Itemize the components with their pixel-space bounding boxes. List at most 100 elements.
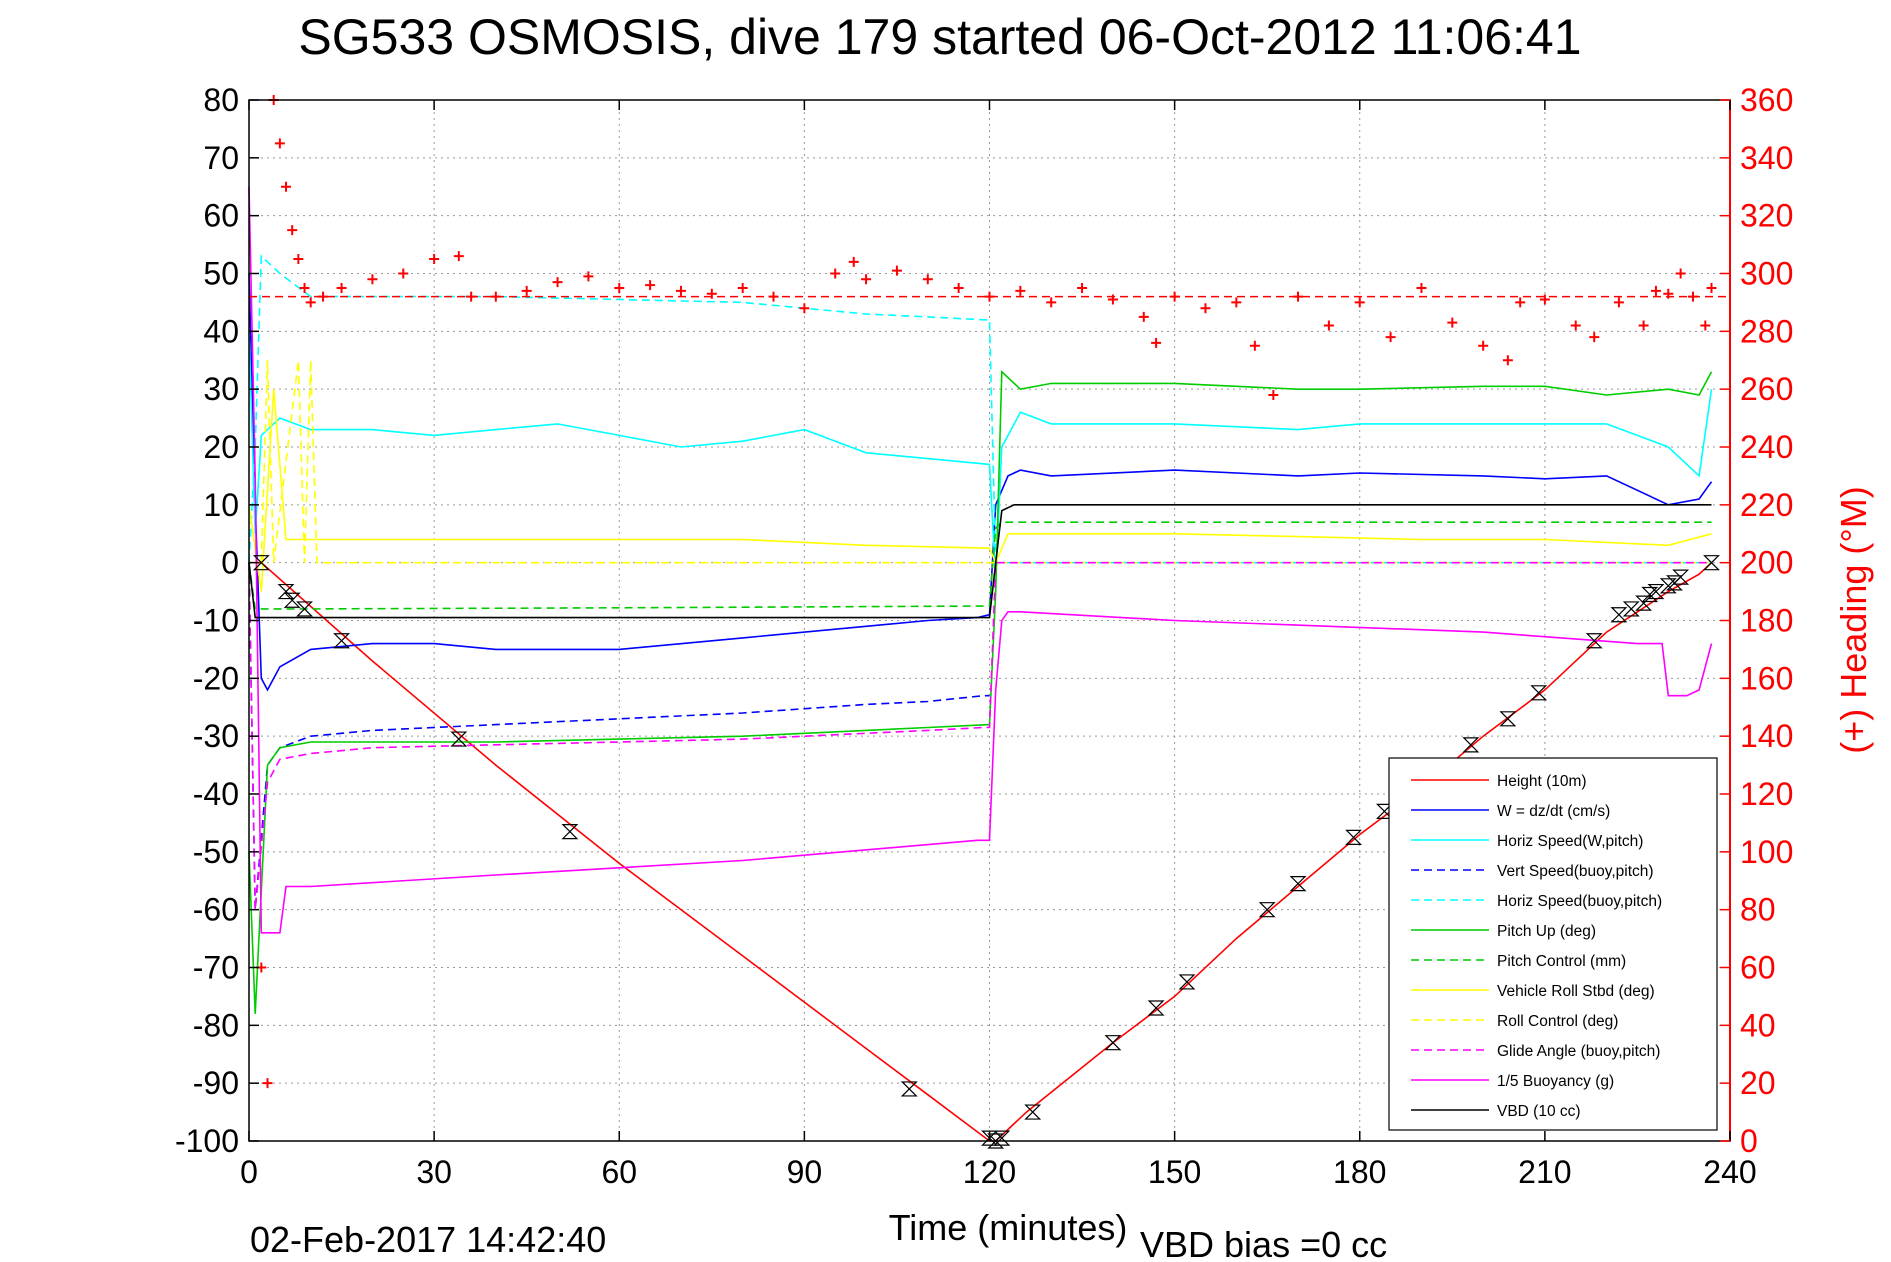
heading-point (645, 280, 656, 291)
heading-point (490, 291, 501, 302)
right-tick-label: 120 (1740, 776, 1793, 812)
heading-point (274, 138, 285, 149)
heading-point (848, 256, 859, 267)
heading-point (1268, 389, 1279, 400)
heading-point (1613, 297, 1624, 308)
heading-point (861, 274, 872, 285)
right-tick-label: 60 (1740, 950, 1776, 986)
sample-marker (1499, 711, 1517, 727)
sample-marker (450, 731, 468, 747)
y-tick-label: 20 (203, 429, 239, 465)
legend-label: Height (10m) (1497, 773, 1587, 790)
right-tick-label: 240 (1740, 429, 1793, 465)
heading-point (281, 181, 292, 192)
heading-point (1502, 355, 1513, 366)
sample-marker (1375, 803, 1393, 819)
y-tick-label: -10 (193, 603, 239, 639)
y-tick-label: 70 (203, 140, 239, 176)
sample-marker (1345, 829, 1363, 845)
sample-marker (333, 633, 351, 649)
heading-point (1077, 282, 1088, 293)
y-tick-label: 60 (203, 198, 239, 234)
heading-point (398, 268, 409, 279)
y-axis-ticks: 80 70 60 50 40 30 20 10 0 -10 -20 -30 -40 -50 -60 -70 -8… (175, 82, 259, 1159)
legend-label: Roll Control (deg) (1497, 1013, 1618, 1030)
heading-point (768, 291, 779, 302)
heading-point (1200, 303, 1211, 314)
x-tick-label: 60 (601, 1154, 637, 1190)
x-tick-label: 150 (1148, 1154, 1201, 1190)
legend-label: Pitch Control (mm) (1497, 953, 1626, 970)
heading-point (1589, 332, 1600, 343)
legend: Height (10m) W = dz/dt (cm/s) Horiz Speed(… (1388, 757, 1718, 1131)
legend-label: VBD (10 cc) (1497, 1103, 1581, 1120)
heading-point (1675, 268, 1686, 279)
sample-marker (1610, 607, 1628, 623)
heading-point (287, 225, 298, 236)
heading-point (453, 251, 464, 262)
heading-point (891, 265, 902, 276)
heading-point (1046, 297, 1057, 308)
series-line-3 (248, 562, 990, 910)
right-tick-label: 140 (1740, 718, 1793, 754)
heading-point (675, 285, 686, 296)
series-line-5 (248, 370, 1713, 1014)
right-tick-label: 340 (1740, 140, 1793, 176)
legend-label: Glide Angle (buoy,pitch) (1497, 1043, 1660, 1060)
heading-point (830, 268, 841, 279)
legend-label: Horiz Speed(buoy,pitch) (1497, 893, 1662, 910)
series-line-9 (248, 561, 1712, 910)
sample-marker (1147, 1000, 1165, 1016)
sample-marker (1289, 876, 1307, 892)
heading-point (336, 282, 347, 293)
sample-marker (1672, 569, 1690, 585)
heading-point (922, 274, 933, 285)
heading-point (1249, 340, 1260, 351)
heading-point (1231, 297, 1242, 308)
y-tick-label: -100 (175, 1123, 239, 1159)
heading-point (1638, 320, 1649, 331)
heading-point (262, 1078, 273, 1089)
x-tick-label: 180 (1333, 1154, 1386, 1190)
sample-marker (277, 583, 295, 600)
right-tick-label: 200 (1740, 545, 1793, 581)
heading-point (1138, 311, 1149, 322)
sample-marker (561, 823, 579, 840)
right-tick-label: 80 (1740, 892, 1776, 928)
series-line-11 (248, 503, 1712, 619)
heading-layer (249, 95, 1730, 1089)
footer-date: 02-Feb-2017 14:42:40 (250, 1219, 606, 1260)
heading-point (367, 274, 378, 285)
sample-marker (1530, 685, 1548, 701)
heading-point (1447, 317, 1458, 328)
right-tick-label: 320 (1740, 198, 1793, 234)
heading-point (1416, 282, 1427, 293)
x-tick-label: 240 (1703, 1154, 1756, 1190)
right-tick-label: 260 (1740, 371, 1793, 407)
series-line-4 (248, 254, 1712, 564)
heading-point (521, 285, 532, 296)
heading-point (1293, 291, 1304, 302)
legend-label: Vehicle Roll Stbd (deg) (1497, 983, 1655, 1000)
right-tick-label: 0 (1740, 1123, 1758, 1159)
series-line-7 (248, 389, 1712, 592)
heading-point (614, 282, 625, 293)
y-tick-label: 10 (203, 487, 239, 523)
sample-marker (283, 592, 301, 608)
sample-marker (1024, 1104, 1042, 1120)
sample-marker (1462, 737, 1480, 753)
heading-point (299, 282, 310, 293)
heading-point (293, 254, 304, 265)
heading-point (706, 288, 717, 299)
sample-marker (1666, 575, 1683, 591)
x-axis-label: Time (minutes) (889, 1207, 1128, 1248)
heading-point (1107, 294, 1118, 305)
x-tick-label: 30 (416, 1154, 452, 1190)
heading-point (466, 291, 477, 302)
right-tick-label: 100 (1740, 834, 1793, 870)
right-tick-label: 160 (1740, 660, 1793, 696)
series-layer (248, 186, 1713, 1142)
sample-marker (1104, 1035, 1122, 1051)
legend-label: Horiz Speed(W,pitch) (1497, 833, 1643, 850)
